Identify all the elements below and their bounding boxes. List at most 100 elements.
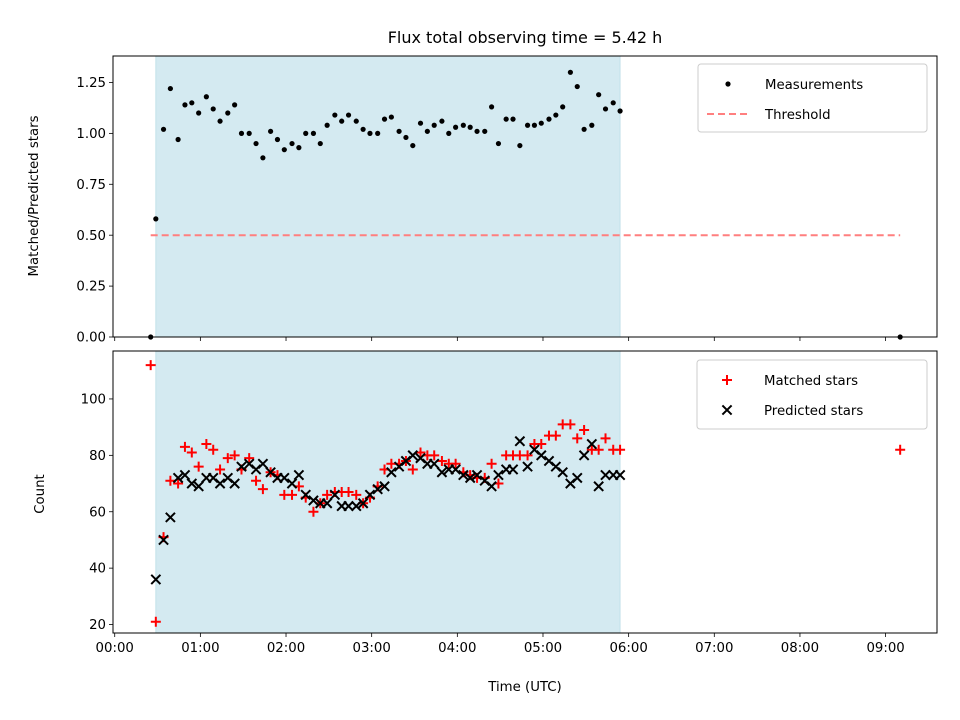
measurement-point (238, 130, 245, 136)
measurement-point (324, 122, 330, 128)
predicted-star-marker (522, 461, 533, 472)
predicted-star-marker (372, 483, 383, 495)
matched-star-marker (173, 478, 184, 489)
top-legend-box (697, 63, 928, 133)
predicted-star-marker (535, 450, 547, 461)
predicted-star-marker (257, 458, 269, 470)
measurement-point (610, 100, 616, 106)
x-axis-label: Time (UTC) (487, 680, 562, 695)
measurement-point (431, 122, 437, 128)
legend-marker (725, 81, 731, 87)
measurement-point (167, 85, 173, 92)
matched-star-marker (179, 441, 190, 452)
top-y-tick-label: 0.25 (76, 280, 106, 295)
measurement-point (538, 120, 544, 126)
predicted-star-marker (165, 512, 176, 523)
measurement-point (246, 130, 252, 136)
measurement-point (488, 104, 495, 110)
measurement-point (310, 130, 317, 136)
predicted-star-marker (428, 458, 440, 470)
predicted-star-marker (493, 469, 504, 481)
bottom-legend: Matched stars Predicted stars (696, 359, 928, 430)
top-panel: 0.00 0.25 0.50 0.75 1.00 1.25 Measurements Thre… (76, 55, 938, 346)
bottom-y-axis-label: Count (33, 474, 48, 514)
measurement-point (296, 145, 302, 151)
matched-star-marker (351, 489, 362, 500)
matched-star-marker (251, 475, 262, 486)
measurement-point (210, 106, 216, 112)
legend-label: Measurements (765, 78, 863, 93)
x-tick-label: 03:00 (353, 641, 391, 656)
top-series-measurements (148, 69, 903, 340)
measurement-point (182, 102, 188, 108)
measurement-point (503, 116, 509, 122)
bottom-y-tick-label: 20 (89, 618, 106, 633)
legend-label: Matched stars (764, 374, 858, 389)
measurement-point (596, 92, 602, 98)
matched-star-marker (450, 458, 461, 469)
predicted-star-marker (450, 464, 461, 475)
predicted-star-marker (229, 478, 240, 489)
measurement-point (268, 128, 274, 134)
predicted-star-marker (436, 466, 448, 478)
matched-star-marker (572, 433, 583, 444)
bottom-y-tick-label: 80 (89, 449, 106, 464)
matched-star-marker (287, 489, 298, 500)
matched-star-marker (550, 430, 561, 441)
top-y-tick-label: 0.75 (76, 178, 106, 193)
measurement-point (203, 94, 209, 100)
matched-star-marker (145, 360, 156, 371)
predicted-star-marker (279, 472, 290, 484)
top-observing-span (155, 55, 621, 338)
bottom-panel: 20 40 60 80 100 00:00 01:00 02:00 03:00 04:00 05:0… (81, 350, 938, 656)
measurement-point (510, 116, 516, 122)
legend-label: Predicted stars (764, 404, 863, 419)
x-tick-label: 06:00 (609, 641, 647, 656)
matched-star-marker (593, 444, 604, 455)
matched-star-marker (522, 450, 533, 461)
predicted-star-marker (379, 481, 390, 492)
bottom-y-tick-label: 40 (89, 562, 106, 577)
measurement-point (460, 122, 466, 128)
predicted-star-marker (179, 469, 191, 481)
matched-star-marker (322, 489, 333, 500)
predicted-star-marker (571, 472, 583, 484)
matched-star-marker (615, 444, 626, 455)
measurement-point (367, 130, 373, 136)
bottom-y-tick-label: 60 (89, 505, 106, 520)
x-tick-label: 04:00 (438, 641, 476, 656)
top-y-axis-label: Matched/Predicted stars (27, 115, 42, 276)
measurement-point (353, 118, 359, 124)
bottom-series-predicted-stars (150, 435, 626, 585)
measurement-point (189, 100, 195, 106)
x-tick-label: 08:00 (781, 641, 819, 656)
predicted-star-marker (586, 438, 598, 450)
measurement-point (396, 128, 402, 134)
predicted-star-marker (186, 478, 198, 489)
matched-star-marker (436, 455, 447, 466)
matched-star-marker (229, 450, 240, 461)
predicted-star-marker (600, 469, 611, 481)
matched-star-marker (215, 464, 226, 475)
measurement-point (217, 118, 223, 124)
predicted-star-marker (578, 450, 590, 461)
matched-star-marker (343, 487, 354, 497)
predicted-star-marker (321, 497, 333, 509)
measurement-point (410, 142, 416, 149)
matched-star-marker (407, 464, 418, 475)
predicted-star-marker (458, 469, 469, 481)
matched-star-marker (486, 458, 497, 469)
measurement-point (388, 114, 394, 120)
measurement-point (417, 120, 424, 126)
measurement-point (517, 142, 523, 149)
top-legend: Measurements Threshold (697, 63, 928, 133)
top-y-tick-label: 1.00 (76, 127, 106, 142)
legend-label: Threshold (764, 108, 831, 123)
measurement-point (467, 124, 473, 130)
bottom-legend-box (696, 359, 928, 430)
measurement-point (602, 106, 609, 112)
measurement-point (160, 126, 167, 132)
matched-star-marker (579, 424, 590, 435)
measurement-point (253, 140, 259, 147)
